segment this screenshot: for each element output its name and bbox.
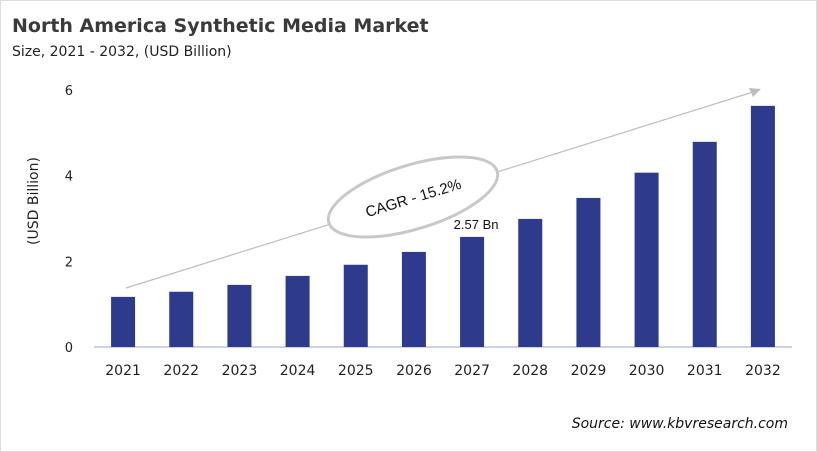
bar-2022 bbox=[169, 291, 194, 347]
data-label: 2.57 Bn bbox=[454, 217, 499, 232]
bar-2021 bbox=[111, 296, 136, 347]
bar-2024 bbox=[285, 275, 310, 347]
x-tick-label: 2024 bbox=[280, 363, 316, 379]
bar-2023 bbox=[227, 284, 252, 347]
bar-2030 bbox=[634, 172, 659, 347]
x-tick-label: 2032 bbox=[745, 363, 781, 379]
x-tick-label: 2023 bbox=[222, 363, 258, 379]
bar-2028 bbox=[518, 218, 543, 347]
bar-2027 bbox=[460, 236, 485, 347]
x-tick-label: 2026 bbox=[396, 363, 432, 379]
bar-2025 bbox=[343, 264, 368, 347]
x-tick-label: 2028 bbox=[512, 363, 548, 379]
bar-2029 bbox=[576, 197, 601, 347]
bar-2032 bbox=[750, 105, 775, 348]
bar-2026 bbox=[401, 251, 426, 347]
source-note: Source: www.kbvresearch.com bbox=[571, 416, 788, 432]
x-tick-label: 2029 bbox=[571, 363, 607, 379]
x-tick-label: 2030 bbox=[629, 363, 665, 379]
y-tick-label: 4 bbox=[65, 170, 73, 185]
cagr-ellipse bbox=[326, 155, 500, 239]
x-tick-label: 2027 bbox=[454, 363, 490, 379]
x-tick-label: 2025 bbox=[338, 363, 374, 379]
y-axis-label: (USD Billion) bbox=[26, 157, 42, 245]
x-tick-label: 2021 bbox=[105, 363, 141, 379]
chart-subtitle: Size, 2021 - 2032, (USD Billion) bbox=[12, 44, 232, 60]
y-tick-label: 6 bbox=[65, 84, 73, 99]
bar-2031 bbox=[692, 141, 717, 347]
trend-arrow-head bbox=[749, 88, 761, 97]
x-tick-label: 2031 bbox=[687, 363, 723, 379]
x-tick-label: 2022 bbox=[163, 363, 199, 379]
y-tick-label: 0 bbox=[65, 341, 73, 356]
y-tick-label: 2 bbox=[65, 255, 73, 270]
chart-title: North America Synthetic Media Market bbox=[12, 15, 429, 37]
